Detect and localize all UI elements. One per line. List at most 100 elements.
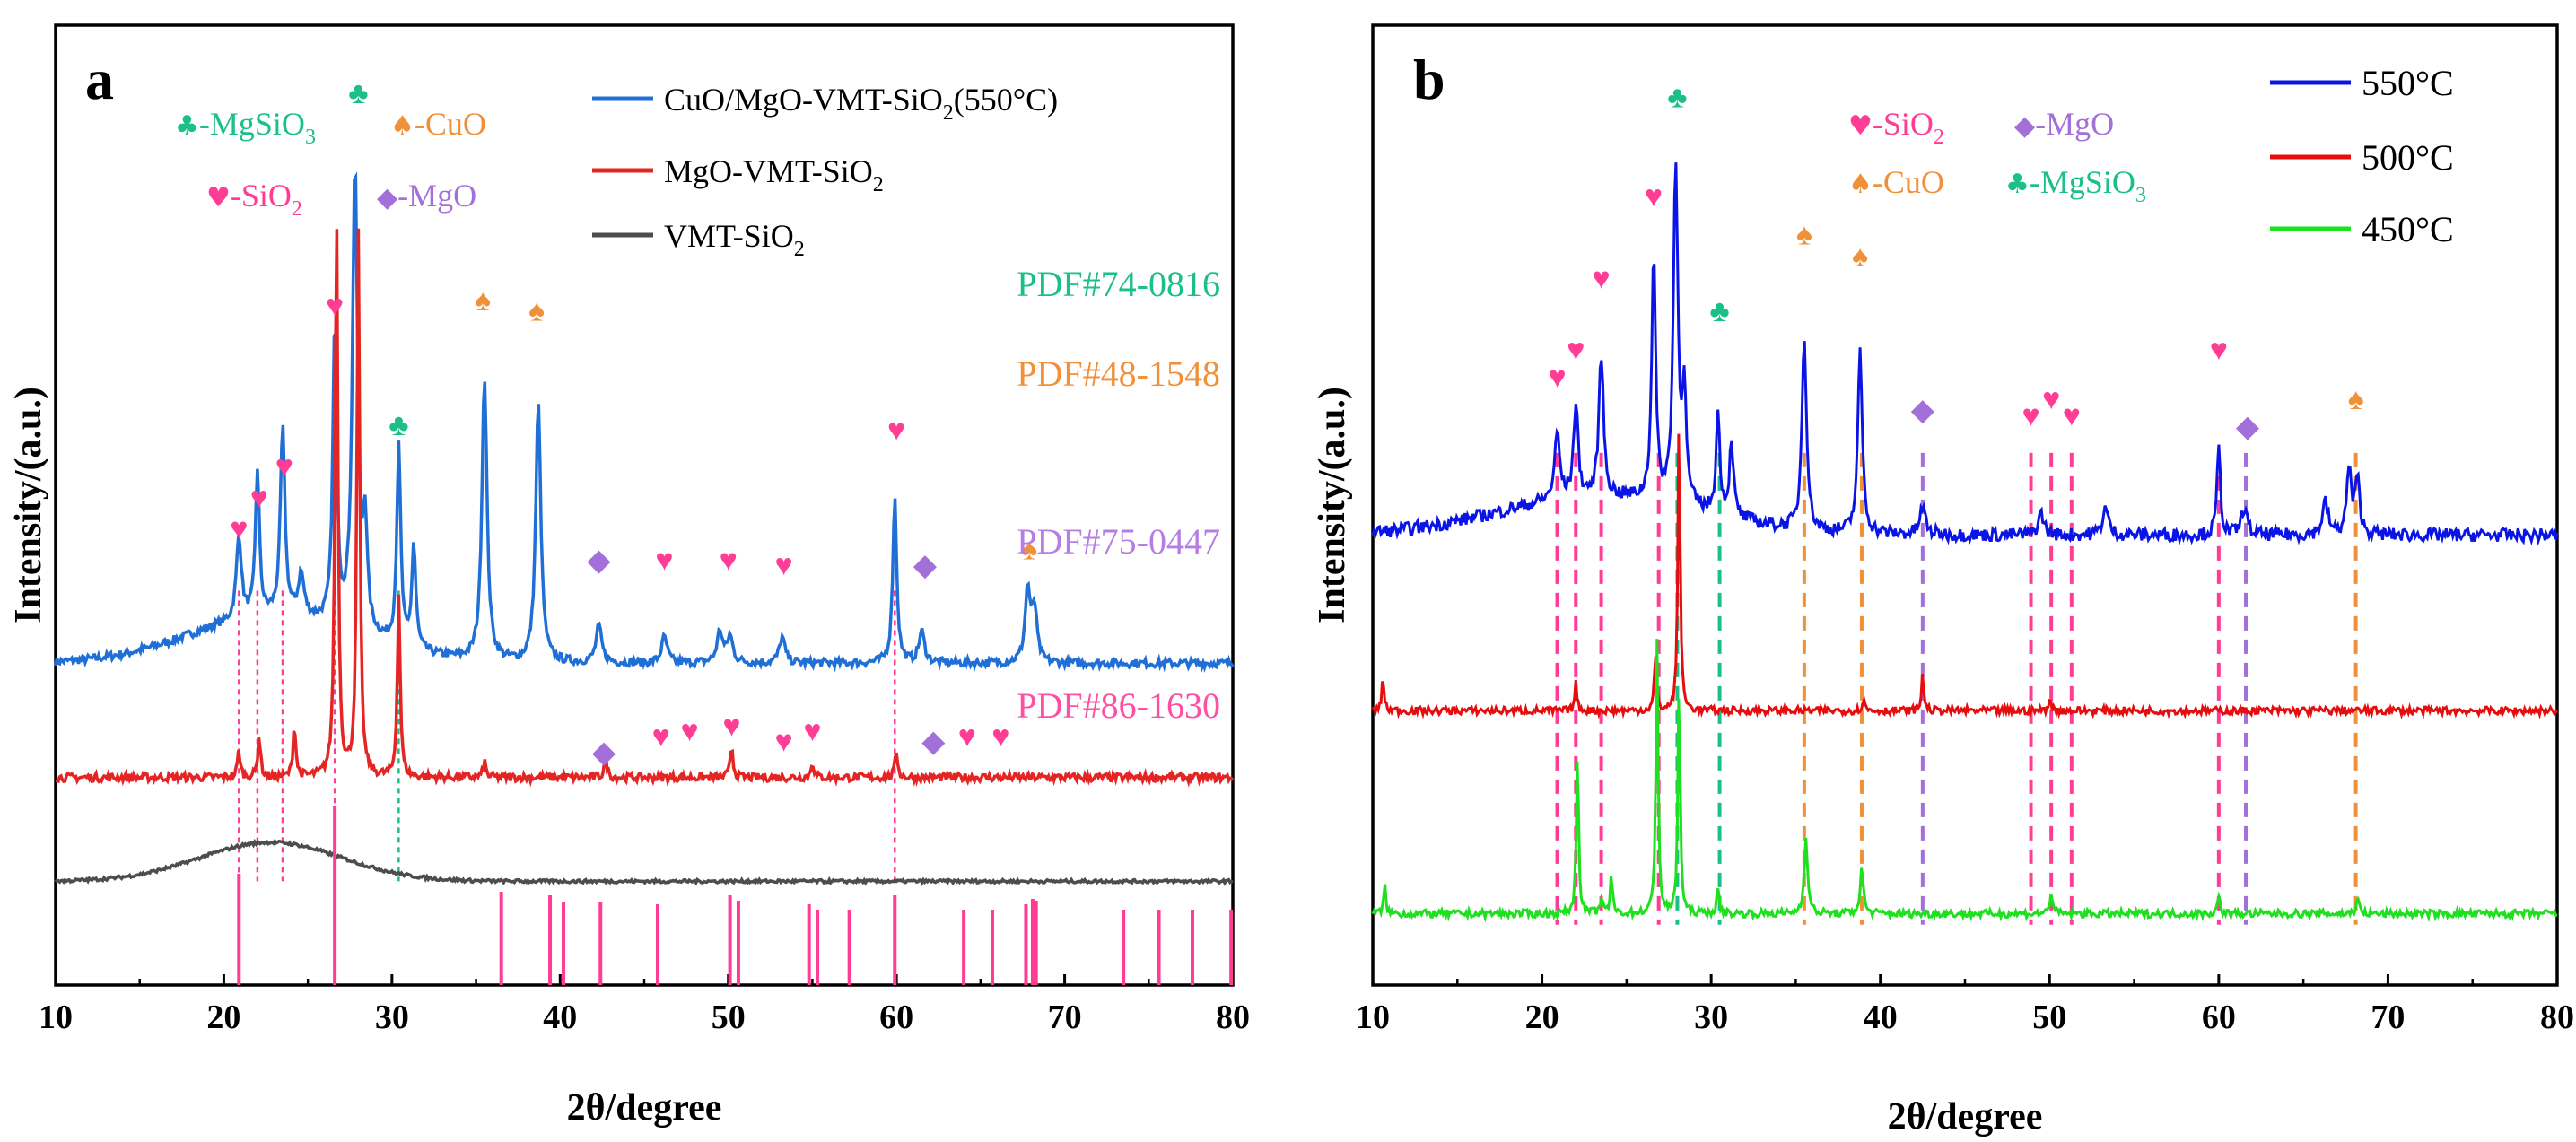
x-tick-label: 70 bbox=[1048, 998, 1082, 1036]
phase-key-item: ♥-SiO2 bbox=[206, 178, 302, 221]
peak-marker-cuo: ♠ bbox=[475, 284, 491, 318]
series-line-0 bbox=[1371, 162, 2559, 546]
legend-label-sub: 2 bbox=[873, 173, 884, 196]
phase-key-symbol: ♥ bbox=[206, 182, 231, 214]
peak-marker-mgo: ◆ bbox=[1911, 394, 1935, 427]
legend-label-tail: (550°C) bbox=[954, 82, 1058, 118]
phase-key-text: -MgO bbox=[397, 178, 476, 214]
peak-marker-sio2: ♥ bbox=[2210, 334, 2228, 367]
legend-label-main: VMT-SiO bbox=[664, 218, 794, 254]
phase-key-sub: 3 bbox=[2135, 184, 2146, 207]
peak-marker-cuo: ♠ bbox=[1021, 534, 1037, 567]
phase-key-symbol: ◆ bbox=[2014, 110, 2035, 142]
pdf-card-label: PDF#86-1630 bbox=[1017, 685, 1220, 726]
phase-key-text: -CuO bbox=[415, 106, 486, 142]
legend-label: MgO-VMT-SiO2 bbox=[664, 153, 884, 196]
phase-key-symbol: ♠ bbox=[390, 110, 415, 142]
phase-key-item: ♥-SiO2 bbox=[1848, 106, 1944, 149]
phase-key-symbol: ♠ bbox=[1848, 169, 1873, 200]
phase-key-sub: 3 bbox=[305, 126, 316, 149]
phase-key-item: ◆-MgO bbox=[2014, 106, 2114, 142]
pdf-card-label: PDF#75-0447 bbox=[1017, 521, 1220, 562]
peak-marker-sio2: ♥ bbox=[958, 720, 976, 754]
peak-marker-sio2: ♥ bbox=[652, 720, 670, 754]
peak-marker-sio2: ♥ bbox=[1567, 334, 1585, 367]
peak-marker-sio2: ♥ bbox=[991, 720, 1009, 754]
x-tick-label: 50 bbox=[712, 998, 746, 1036]
peak-marker-mgo: ◆ bbox=[913, 549, 938, 582]
phase-key-item: ◆-MgO bbox=[377, 178, 476, 214]
peak-marker-mgsio3: ♣ bbox=[348, 77, 368, 110]
panel-b-chart: 10 20 30 40 50 60 70 80 2θ/degree Intensity/(a.u.… bbox=[1312, 23, 2574, 1138]
series-line-2 bbox=[54, 838, 1234, 887]
phase-key-sub: 2 bbox=[1934, 126, 1944, 149]
phase-key-sub: 2 bbox=[292, 197, 302, 221]
peak-marker-sio2: ♥ bbox=[326, 290, 344, 323]
peak-marker-sio2: ♥ bbox=[275, 450, 293, 484]
peak-marker-sio2: ♥ bbox=[774, 726, 792, 759]
legend-label: 450°C bbox=[2362, 209, 2454, 249]
x-tick-label: 40 bbox=[1864, 998, 1898, 1036]
x-tick-label: 20 bbox=[1525, 998, 1559, 1036]
x-tick-label: 50 bbox=[2032, 998, 2066, 1036]
phase-key-item: ♣-MgSiO3 bbox=[175, 106, 316, 149]
x-tick-label: 10 bbox=[1356, 998, 1390, 1036]
series-line-1 bbox=[1371, 433, 2558, 720]
phase-key-text: -SiO bbox=[1873, 106, 1934, 142]
peak-marker-cuo: ♠ bbox=[528, 295, 545, 328]
pdf-card-label: PDF#74-0816 bbox=[1017, 264, 1220, 304]
phase-key-symbol: ◆ bbox=[377, 182, 397, 214]
peak-marker-cuo: ♠ bbox=[1796, 219, 1812, 252]
series-line-2 bbox=[1371, 639, 2558, 923]
peak-marker-sio2: ♥ bbox=[722, 710, 740, 743]
peak-marker-mgsio3: ♣ bbox=[389, 409, 408, 442]
peak-marker-sio2: ♥ bbox=[2063, 399, 2081, 432]
legend-label-main: CuO/MgO-VMT-SiO bbox=[664, 82, 943, 118]
series-line-1 bbox=[55, 228, 1235, 788]
peak-marker-sio2: ♥ bbox=[2042, 383, 2060, 416]
x-tick-label: 10 bbox=[39, 998, 73, 1036]
y-axis-label: Intensity/(a.u.) bbox=[1312, 387, 1353, 623]
legend-label-sub: 2 bbox=[794, 238, 805, 261]
peak-marker-sio2: ♥ bbox=[655, 544, 673, 577]
phase-key-symbol: ♥ bbox=[1848, 110, 1873, 142]
x-tick-label: 60 bbox=[2202, 998, 2236, 1036]
panel-label: b bbox=[1413, 48, 1445, 111]
x-tick-label: 80 bbox=[2540, 998, 2574, 1036]
legend-label: 500°C bbox=[2362, 137, 2454, 178]
x-axis-label: 2θ/degree bbox=[1888, 1096, 2043, 1138]
peak-marker-cuo: ♠ bbox=[1852, 240, 1868, 274]
phase-key-text: -MgO bbox=[2035, 106, 2114, 142]
legend-label-sub: 2 bbox=[943, 101, 954, 125]
phase-key-text: -CuO bbox=[1873, 164, 1944, 200]
pdf-card-label: PDF#48-1548 bbox=[1017, 353, 1220, 394]
panel-label: a bbox=[85, 48, 114, 111]
peak-marker-sio2: ♥ bbox=[681, 715, 699, 748]
peak-marker-sio2: ♥ bbox=[1548, 362, 1566, 395]
x-axis-label: 2θ/degree bbox=[567, 1087, 722, 1129]
phase-key-symbol: ♣ bbox=[2005, 169, 2030, 200]
peak-marker-sio2: ♥ bbox=[2022, 399, 2039, 432]
peak-marker-sio2: ♥ bbox=[887, 414, 905, 448]
legend-label-main: MgO-VMT-SiO bbox=[664, 153, 873, 189]
y-axis-label: Intensity/(a.u.) bbox=[8, 387, 49, 623]
peak-marker-sio2: ♥ bbox=[774, 549, 792, 582]
legend-label: VMT-SiO2 bbox=[664, 218, 805, 261]
peak-marker-mgo: ◆ bbox=[592, 736, 616, 769]
peak-marker-sio2: ♥ bbox=[1592, 262, 1610, 295]
phase-key-item: ♠-CuO bbox=[390, 106, 486, 142]
x-tick-label: 60 bbox=[879, 998, 913, 1036]
legend-label: CuO/MgO-VMT-SiO2(550°C) bbox=[664, 82, 1058, 125]
legend-label: 550°C bbox=[2362, 63, 2454, 103]
phase-key-item: ♣-MgSiO3 bbox=[2005, 164, 2146, 207]
phase-key-text: -MgSiO bbox=[2030, 164, 2135, 200]
phase-key-item: ♠-CuO bbox=[1848, 164, 1944, 200]
peak-marker-mgo: ◆ bbox=[587, 544, 611, 577]
x-tick-label: 40 bbox=[543, 998, 577, 1036]
x-tick-label: 30 bbox=[1694, 998, 1728, 1036]
peak-marker-sio2: ♥ bbox=[803, 715, 821, 748]
phase-key-symbol: ♣ bbox=[175, 110, 199, 142]
peak-marker-mgo: ◆ bbox=[921, 726, 946, 759]
phase-key-text: -SiO bbox=[231, 178, 292, 214]
